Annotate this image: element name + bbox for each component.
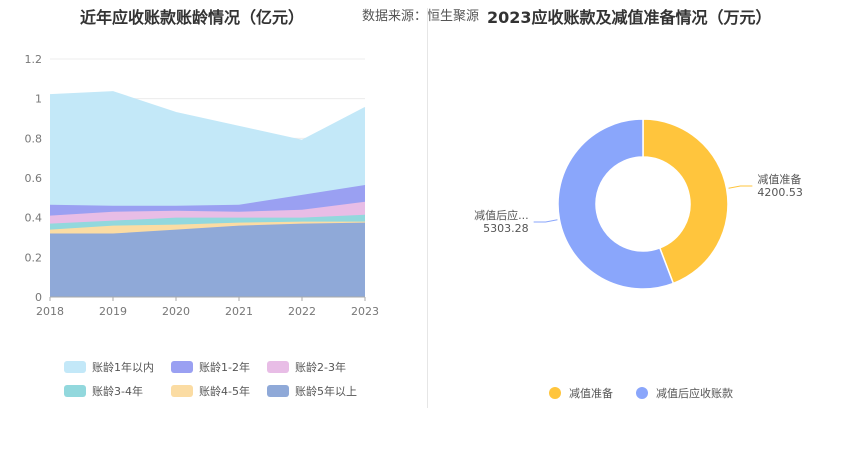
legend-swatch: [171, 361, 193, 373]
data-source-note: 数据来源：恒生聚源: [362, 9, 480, 24]
area-series: [50, 214, 365, 230]
area-series: [50, 184, 365, 216]
legend-label: 减值准备: [569, 386, 613, 400]
y-tick-label: 0.4: [25, 212, 43, 225]
leader-line: [728, 185, 753, 189]
area-series: [50, 91, 365, 206]
y-tick-label: 0.2: [25, 251, 43, 264]
area-series: [50, 221, 365, 234]
x-tick-label: 2021: [225, 305, 253, 318]
slice-value-label: 4200.53: [757, 186, 803, 199]
slice-name-label: 减值准备: [757, 172, 801, 186]
legend-dot: [636, 387, 648, 399]
area-series: [50, 201, 365, 224]
slice-value-label: 5303.28: [483, 222, 529, 235]
panel-divider: [427, 8, 428, 408]
y-tick-label: 0.6: [25, 172, 43, 185]
donut-slice: [557, 118, 675, 290]
series-line: [49, 91, 366, 141]
area-series: [50, 222, 365, 297]
legend-swatch: [171, 385, 193, 397]
legend-swatch: [267, 385, 289, 397]
x-tick-label: 2020: [162, 305, 190, 318]
donut-slice: [642, 118, 729, 285]
x-tick-label: 2023: [351, 305, 379, 318]
legend-label: 账龄1年以内: [92, 360, 154, 374]
legend-swatch: [64, 385, 86, 397]
legend-label: 账龄2-3年: [295, 360, 346, 374]
legend-label: 账龄1-2年: [199, 360, 250, 374]
legend-dot: [549, 387, 561, 399]
x-tick-label: 2018: [36, 305, 64, 318]
x-tick-label: 2019: [99, 305, 127, 318]
legend-label: 账龄4-5年: [199, 384, 250, 398]
legend-swatch: [64, 361, 86, 373]
series-line: [49, 214, 366, 225]
legend-label: 账龄5年以上: [295, 384, 357, 398]
y-tick-label: 1: [35, 93, 42, 106]
y-tick-label: 1.2: [25, 53, 43, 66]
leader-line: [533, 219, 558, 223]
y-tick-label: 0.8: [25, 132, 43, 145]
slice-name-label: 减值后应...: [474, 208, 529, 222]
legend-swatch: [267, 361, 289, 373]
legend-label: 账龄3-4年: [92, 384, 143, 398]
x-tick-label: 2022: [288, 305, 316, 318]
donut-chart-title: 2023应收账款及减值准备情况（万元）: [487, 8, 772, 27]
y-tick-label: 0: [35, 291, 42, 304]
legend-label: 减值后应收账款: [656, 386, 733, 400]
area-chart-title: 近年应收账款账龄情况（亿元）: [80, 8, 305, 27]
